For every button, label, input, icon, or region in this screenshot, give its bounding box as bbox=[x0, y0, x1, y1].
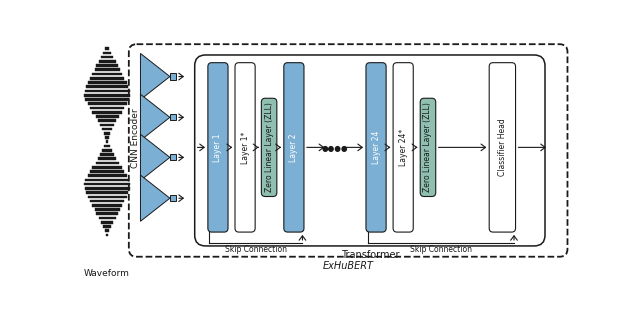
Polygon shape bbox=[140, 54, 170, 100]
Text: Layer 24: Layer 24 bbox=[372, 131, 381, 164]
Bar bbox=[170, 74, 176, 80]
Bar bbox=[99, 60, 116, 63]
Text: Skip Connection: Skip Connection bbox=[410, 245, 472, 254]
Bar bbox=[90, 170, 124, 173]
FancyBboxPatch shape bbox=[208, 63, 228, 232]
Text: Skip Connection: Skip Connection bbox=[225, 245, 287, 254]
Bar bbox=[92, 111, 122, 113]
Text: ExHuBERT: ExHuBERT bbox=[323, 261, 374, 271]
Text: Layer 24*: Layer 24* bbox=[399, 129, 408, 166]
Bar bbox=[106, 234, 108, 236]
Polygon shape bbox=[140, 175, 170, 221]
Polygon shape bbox=[140, 134, 170, 180]
Text: Zero Linear Layer (ZLL): Zero Linear Layer (ZLL) bbox=[424, 102, 433, 192]
Bar bbox=[84, 183, 131, 185]
Bar bbox=[103, 52, 111, 54]
FancyBboxPatch shape bbox=[235, 63, 255, 232]
Text: Layer 2: Layer 2 bbox=[289, 133, 298, 162]
Bar bbox=[84, 90, 130, 92]
Text: Layer 1*: Layer 1* bbox=[241, 131, 250, 164]
Bar bbox=[105, 136, 109, 139]
Bar bbox=[90, 77, 124, 80]
Bar bbox=[88, 174, 127, 177]
Text: Layer 1: Layer 1 bbox=[214, 133, 223, 162]
Text: Classifier Head: Classifier Head bbox=[498, 119, 507, 176]
Bar bbox=[96, 64, 118, 67]
FancyBboxPatch shape bbox=[284, 63, 304, 232]
Bar bbox=[84, 94, 131, 97]
FancyBboxPatch shape bbox=[261, 98, 277, 197]
Text: Waveform: Waveform bbox=[84, 269, 130, 278]
Bar bbox=[105, 230, 109, 232]
Bar bbox=[98, 119, 116, 122]
Text: ●●●●: ●●●● bbox=[322, 145, 348, 153]
Bar bbox=[90, 200, 124, 203]
Bar bbox=[90, 107, 124, 109]
Text: CNN Encoder: CNN Encoder bbox=[131, 108, 140, 168]
FancyBboxPatch shape bbox=[366, 63, 386, 232]
Bar bbox=[170, 114, 176, 120]
Bar bbox=[88, 102, 127, 105]
Bar bbox=[102, 149, 112, 152]
Bar bbox=[86, 191, 128, 194]
Bar bbox=[100, 153, 114, 156]
Bar bbox=[103, 225, 111, 228]
Text: Transformer: Transformer bbox=[340, 250, 399, 260]
Bar bbox=[96, 212, 118, 215]
Polygon shape bbox=[140, 94, 170, 140]
Bar bbox=[86, 85, 128, 88]
FancyBboxPatch shape bbox=[489, 63, 516, 232]
Bar bbox=[85, 98, 129, 101]
Bar bbox=[85, 178, 129, 181]
FancyBboxPatch shape bbox=[420, 98, 436, 197]
Bar bbox=[98, 157, 116, 160]
Bar bbox=[101, 221, 113, 223]
Text: Zero Linear Layer (ZLL): Zero Linear Layer (ZLL) bbox=[264, 102, 274, 192]
Bar bbox=[104, 132, 110, 135]
Bar bbox=[95, 208, 120, 211]
FancyBboxPatch shape bbox=[393, 63, 413, 232]
Bar bbox=[95, 68, 120, 71]
Bar bbox=[170, 195, 176, 201]
Bar bbox=[92, 73, 122, 75]
Bar bbox=[99, 217, 116, 219]
Bar bbox=[95, 162, 119, 164]
Bar bbox=[102, 128, 112, 130]
Bar bbox=[84, 187, 130, 190]
Bar bbox=[92, 166, 122, 169]
Bar bbox=[95, 115, 119, 118]
Bar bbox=[92, 204, 122, 207]
Bar bbox=[105, 47, 109, 50]
Bar bbox=[104, 145, 110, 147]
Bar bbox=[88, 196, 127, 198]
Bar bbox=[100, 124, 114, 126]
Bar bbox=[170, 154, 176, 160]
Bar bbox=[88, 81, 127, 84]
Bar bbox=[106, 140, 108, 143]
Bar bbox=[101, 56, 113, 58]
